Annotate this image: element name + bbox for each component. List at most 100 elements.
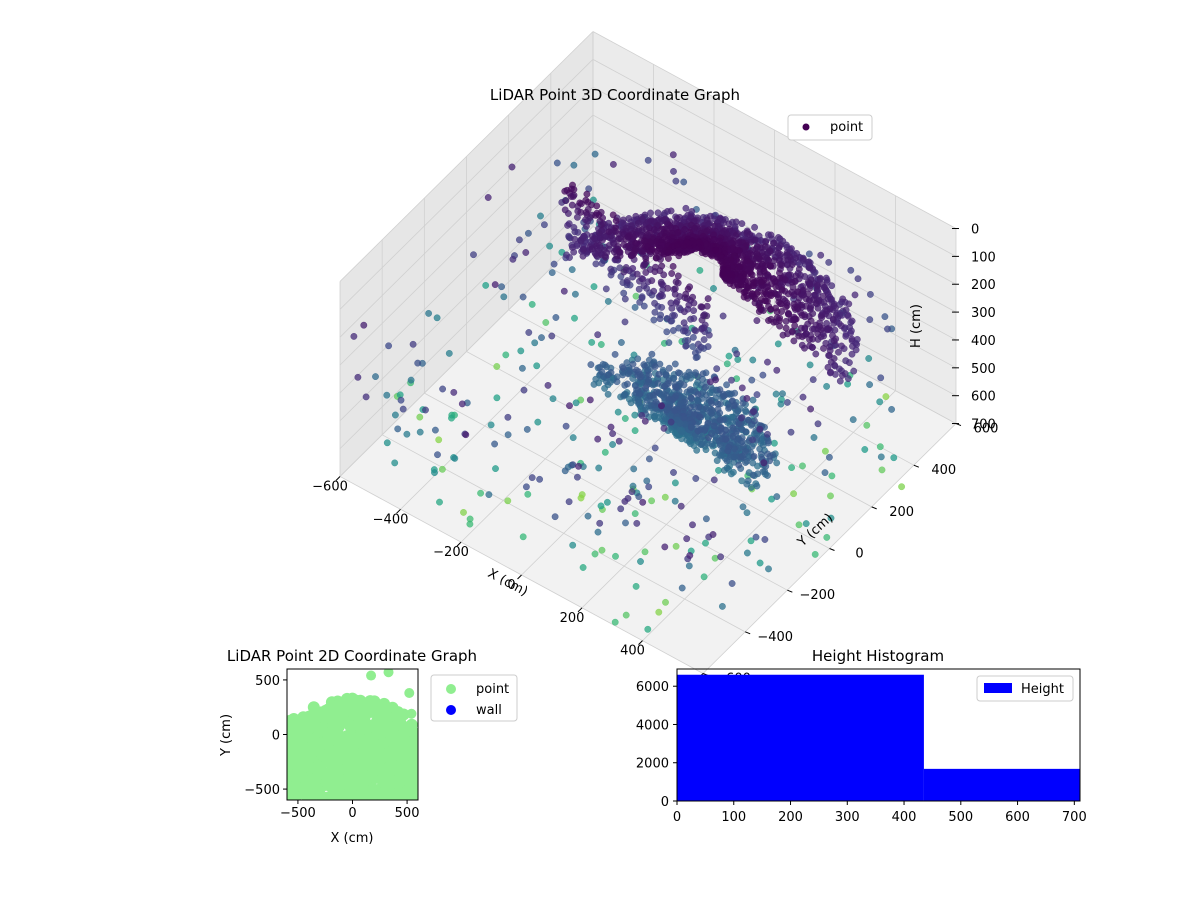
3d-point <box>761 536 769 543</box>
3d-point <box>451 454 459 462</box>
3d-point <box>888 405 895 413</box>
2d-point <box>411 753 418 765</box>
3d-point <box>789 261 796 268</box>
3d-point <box>678 584 686 592</box>
3d-point <box>631 427 639 434</box>
3d-point <box>524 490 532 498</box>
3d-point <box>552 314 560 321</box>
3d-point <box>777 300 785 308</box>
3d-point <box>520 386 528 394</box>
3d-point <box>541 221 548 229</box>
3d-point <box>782 303 790 311</box>
3d-point <box>622 611 630 619</box>
3d-point <box>698 440 706 447</box>
3d-point <box>536 475 543 483</box>
3d-point <box>594 331 602 339</box>
3d-point <box>719 312 727 320</box>
histogram-x-tick-label: 600 <box>1005 810 1030 825</box>
3d-point <box>685 562 693 570</box>
3d-chart-title: LiDAR Point 3D Coordinate Graph <box>490 86 740 104</box>
3d-point <box>640 262 647 270</box>
3d-point <box>560 287 568 295</box>
2d-point <box>318 768 331 781</box>
3d-point <box>806 264 814 272</box>
3d-point <box>504 431 512 439</box>
3d-point <box>667 418 675 426</box>
3d-point <box>773 493 781 500</box>
3d-point <box>748 376 756 384</box>
3d-point <box>580 245 587 253</box>
3d-point <box>642 255 650 262</box>
3d-point <box>839 371 846 379</box>
3d-y-tick-label: 600 <box>974 422 999 437</box>
3d-point <box>764 430 771 438</box>
3d-point <box>742 447 749 455</box>
3d-point <box>445 349 453 357</box>
histogram-x-tick-label: 700 <box>1062 810 1087 825</box>
3d-point <box>702 539 709 547</box>
3d-point <box>672 383 680 391</box>
3d-point <box>698 316 706 324</box>
3d-point <box>753 482 761 490</box>
3d-point <box>609 430 616 437</box>
3d-point <box>593 202 601 210</box>
2d-point <box>382 711 395 724</box>
3d-point <box>877 374 885 382</box>
3d-point <box>729 432 737 440</box>
3d-point <box>696 413 704 421</box>
3d-point <box>713 365 721 373</box>
3d-point <box>658 262 666 270</box>
3d-point <box>407 376 415 384</box>
3d-point <box>493 363 501 370</box>
3d-point <box>799 393 807 401</box>
3d-point <box>665 364 673 372</box>
3d-point <box>753 391 761 398</box>
3d-point <box>750 408 757 415</box>
3d-point <box>656 315 664 323</box>
3d-point <box>866 381 873 388</box>
3d-point <box>651 444 659 452</box>
3d-point <box>814 420 822 428</box>
3d-point <box>565 498 573 506</box>
3d-point <box>828 282 836 290</box>
histogram-bar <box>923 768 1080 801</box>
3d-point <box>597 502 605 510</box>
3d-point <box>482 281 490 289</box>
3d-point <box>697 303 705 311</box>
3d-point <box>842 306 850 314</box>
3d-point <box>394 425 402 433</box>
3d-point <box>703 515 710 523</box>
3d-point <box>498 283 505 291</box>
histogram-x-tick-label: 100 <box>721 810 746 825</box>
3d-point <box>705 331 713 339</box>
3d-point <box>650 287 658 295</box>
3d-point <box>844 312 852 320</box>
3d-point <box>519 533 527 541</box>
3d-point <box>777 400 785 408</box>
3d-point <box>737 281 744 288</box>
3d-point <box>611 350 619 358</box>
3d-point <box>670 167 677 175</box>
3d-point <box>431 469 438 476</box>
3d-point <box>828 472 836 480</box>
2d-point <box>366 670 377 681</box>
3d-point <box>651 299 658 307</box>
3d-point <box>794 288 801 296</box>
3d-point <box>765 565 772 573</box>
3d-point <box>538 334 545 341</box>
histogram-legend: Height <box>976 675 1074 702</box>
3d-point <box>635 493 643 500</box>
3d-point <box>686 403 694 411</box>
3d-point <box>485 491 493 498</box>
3d-point <box>710 422 718 430</box>
3d-point <box>470 251 477 259</box>
2d-point <box>305 716 318 729</box>
3d-point <box>848 350 856 358</box>
3d-point <box>822 447 829 455</box>
3d-point <box>685 301 693 309</box>
3d-point <box>671 312 678 319</box>
3d-point <box>561 467 569 475</box>
3d-point <box>807 405 814 413</box>
2d-point <box>383 779 396 792</box>
3d-point <box>632 583 640 590</box>
